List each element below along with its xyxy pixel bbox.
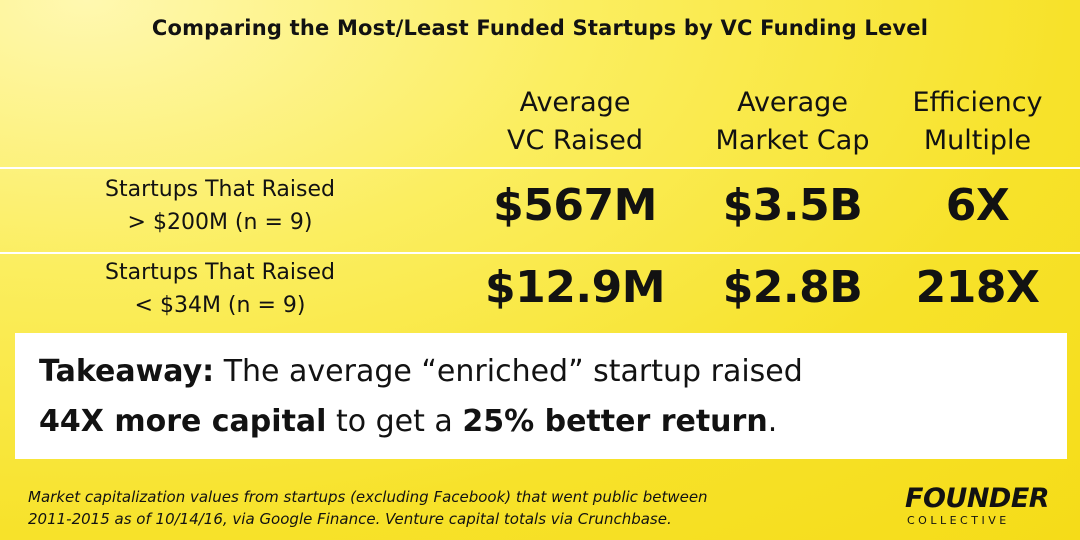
takeaway-text: to get a (326, 404, 463, 439)
row-label-least-funded: Startups That Raised < $34M (n = 9) (20, 256, 420, 322)
column-header-market-cap: Average Market Cap (690, 84, 895, 160)
footnote: Market capitalization values from startu… (28, 486, 878, 530)
takeaway-label: Takeaway: (39, 354, 215, 389)
row-label-line: < $34M (n = 9) (134, 293, 306, 318)
takeaway-box: Takeaway: The average “enriched” startup… (15, 333, 1067, 459)
takeaway-line-2: 44X more capital to get a 25% better ret… (39, 397, 1067, 447)
row-label-line: Startups That Raised (105, 260, 335, 285)
takeaway-text: The average “enriched” startup raised (214, 354, 803, 389)
column-header-line: VC Raised (507, 125, 643, 156)
row-label-line: Startups That Raised (105, 177, 335, 202)
row-divider (0, 167, 1080, 169)
column-header-line: Efficiency (912, 87, 1043, 118)
takeaway-text: . (767, 404, 778, 439)
cell-value: 218X (915, 262, 1040, 313)
logo-sub-text: COLLECTIVE (907, 514, 1010, 527)
cell-value: $3.5B (722, 180, 863, 231)
takeaway-line-1: Takeaway: The average “enriched” startup… (39, 347, 1067, 397)
footnote-line: Market capitalization values from startu… (28, 488, 708, 506)
chart-title: Comparing the Most/Least Funded Startups… (151, 16, 929, 40)
logo-main-text: FOUNDER (905, 483, 1050, 514)
row-label-line: > $200M (n = 9) (127, 210, 313, 235)
column-header-vc-raised: Average VC Raised (470, 84, 680, 160)
takeaway-highlight: 25% better return (462, 404, 768, 439)
cell-value: $2.8B (722, 262, 863, 313)
cell-value: $12.9M (485, 262, 665, 313)
takeaway-highlight: 44X more capital (39, 404, 327, 439)
column-header-line: Multiple (923, 125, 1032, 156)
row-divider (0, 252, 1080, 254)
row-label-most-funded: Startups That Raised > $200M (n = 9) (20, 173, 420, 239)
column-header-efficiency: Efficiency Multiple (890, 84, 1065, 160)
cell-value: 6X (945, 180, 1010, 231)
founder-collective-logo: FOUNDER COLLECTIVE (905, 484, 1065, 528)
column-header-line: Market Cap (715, 125, 870, 156)
column-header-line: Average (737, 87, 848, 118)
footnote-line: 2011-2015 as of 10/14/16, via Google Fin… (28, 510, 672, 528)
column-header-line: Average (519, 87, 631, 118)
cell-value: $567M (493, 180, 657, 231)
